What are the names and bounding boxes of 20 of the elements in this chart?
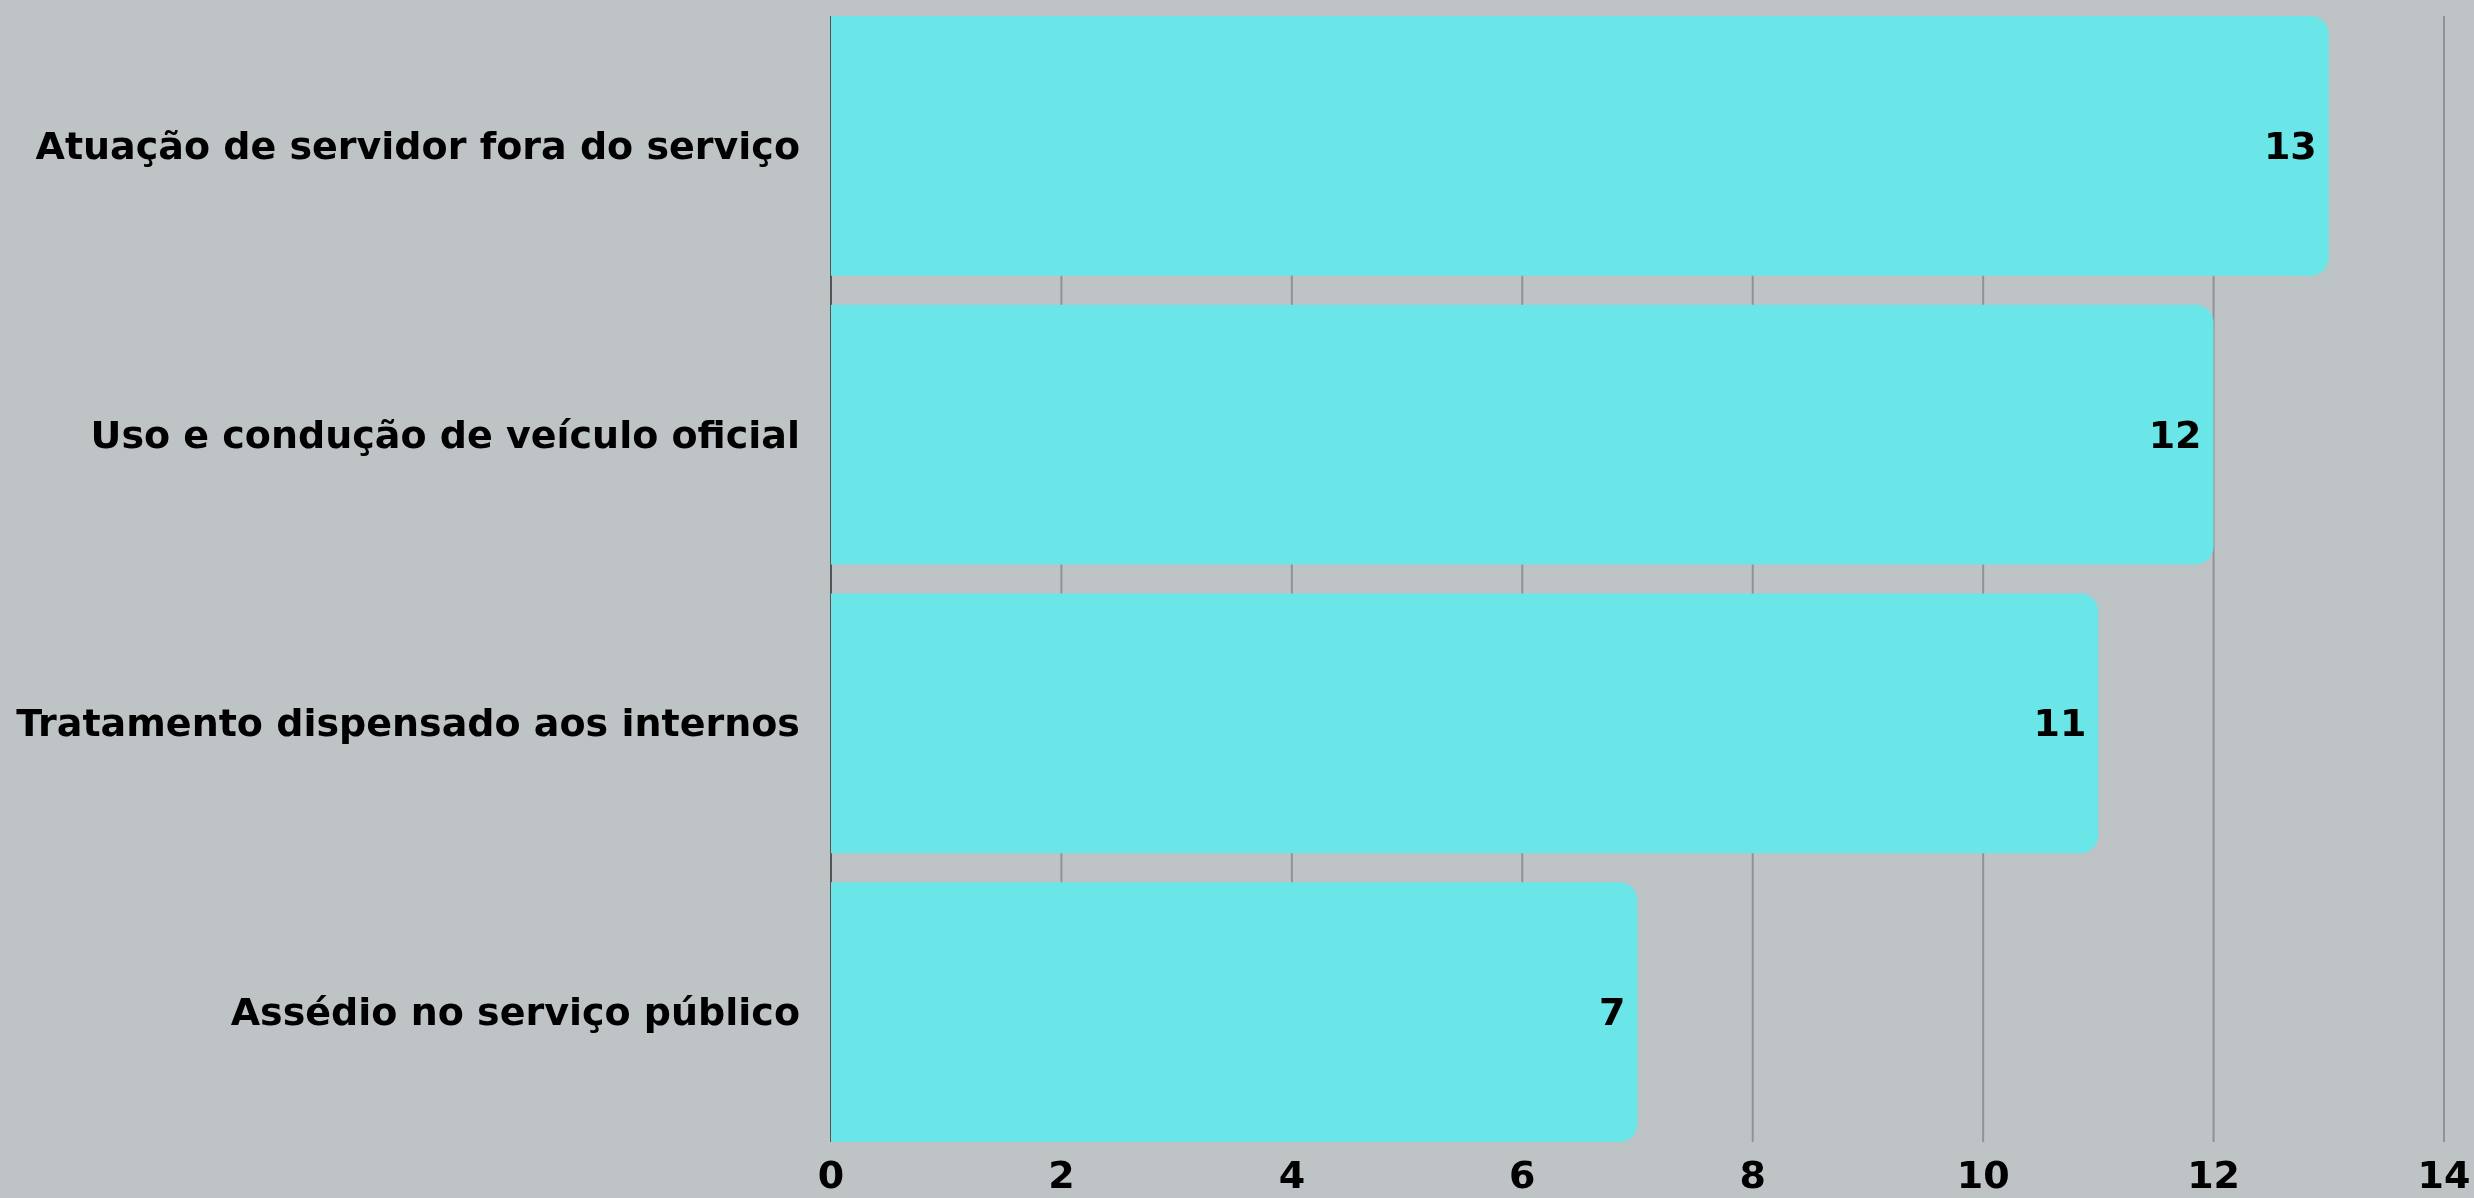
y-tick-label: Uso e condução de veículo oficial <box>90 412 800 457</box>
x-tick-label: 4 <box>1278 1153 1306 1197</box>
x-tick-label: 6 <box>1509 1153 1536 1197</box>
y-tick-label: Assédio no serviço público <box>230 990 800 1035</box>
data-label: 13 <box>2263 123 2317 168</box>
data-label: 7 <box>1599 990 1626 1035</box>
data-label: 11 <box>2033 701 2087 746</box>
x-tick-label: 2 <box>1048 1153 1075 1197</box>
bar <box>831 882 1638 1142</box>
x-tick-label: 10 <box>1956 1153 2010 1197</box>
y-tick-label: Tratamento dispensado aos internos <box>16 701 800 746</box>
x-tick-label: 14 <box>2417 1153 2471 1197</box>
x-tick-label: 12 <box>2187 1153 2241 1197</box>
bar <box>831 304 2214 565</box>
bar <box>831 16 2329 276</box>
x-tick-label: 0 <box>817 1153 845 1197</box>
x-tick-label: 8 <box>1739 1153 1766 1197</box>
bar <box>831 593 2099 854</box>
y-tick-label: Atuação de servidor fora do serviço <box>35 123 800 168</box>
data-label: 12 <box>2148 412 2202 457</box>
